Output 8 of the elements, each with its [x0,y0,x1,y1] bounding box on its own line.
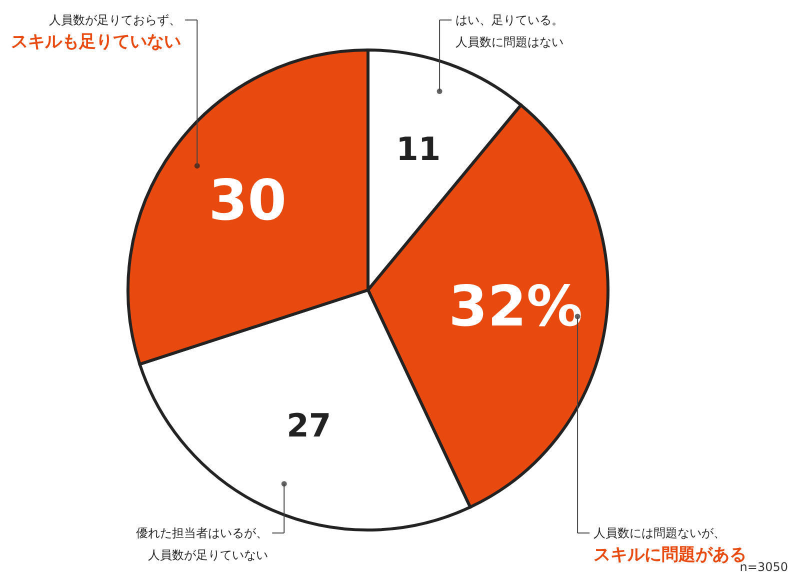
data-label: 27 [286,406,332,445]
slice-label: はい、足りている。人員数に問題はない [456,13,564,49]
slice-label: 人員数には問題ないが、スキルに問題がある [594,526,747,565]
slice-label: 優れた担当者はいるが、人員数が足りていない [136,526,268,562]
data-label: 32% [448,274,583,340]
data-label: 30 [208,168,287,234]
data-label: 11 [396,130,441,168]
slice-label: 人員数が足りておらず、スキルも足りていない [11,13,182,52]
